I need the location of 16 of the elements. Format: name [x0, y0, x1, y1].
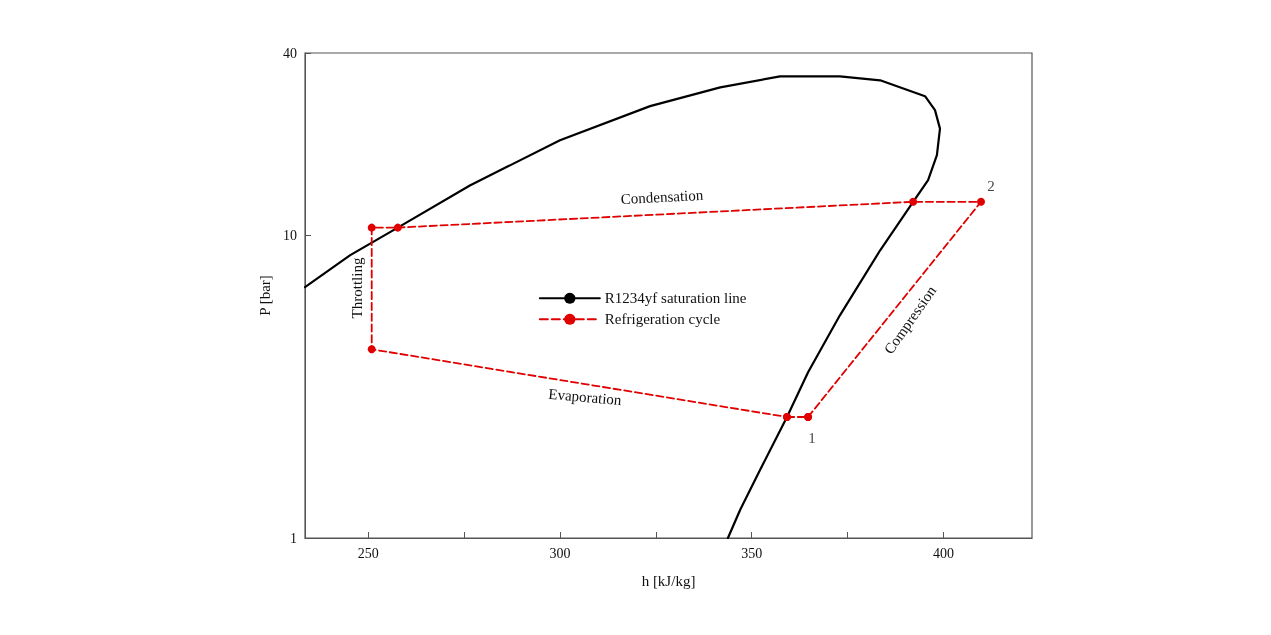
legend-label: Refrigeration cycle: [604, 311, 721, 328]
annotation: Evaporation: [547, 385, 623, 409]
y-tick-label: 1: [290, 530, 297, 546]
annotation: Condensation: [620, 186, 705, 208]
x-axis-title: h [kJ/kg]: [641, 572, 696, 589]
annotation: Throttling: [349, 257, 365, 319]
x-tick-label: 400: [932, 545, 954, 561]
legend-label: R1234yf saturation line: [604, 290, 747, 307]
y-tick-label: 40: [283, 45, 297, 61]
x-tick-label: 350: [741, 545, 763, 561]
annotation: 1: [808, 430, 816, 446]
x-tick-label: 250: [357, 545, 379, 561]
y-axis-title: P [bar]: [256, 275, 273, 316]
x-tick-label: 300: [549, 545, 571, 561]
y-tick-label: 10: [283, 227, 297, 243]
annotation: 2: [987, 177, 995, 194]
